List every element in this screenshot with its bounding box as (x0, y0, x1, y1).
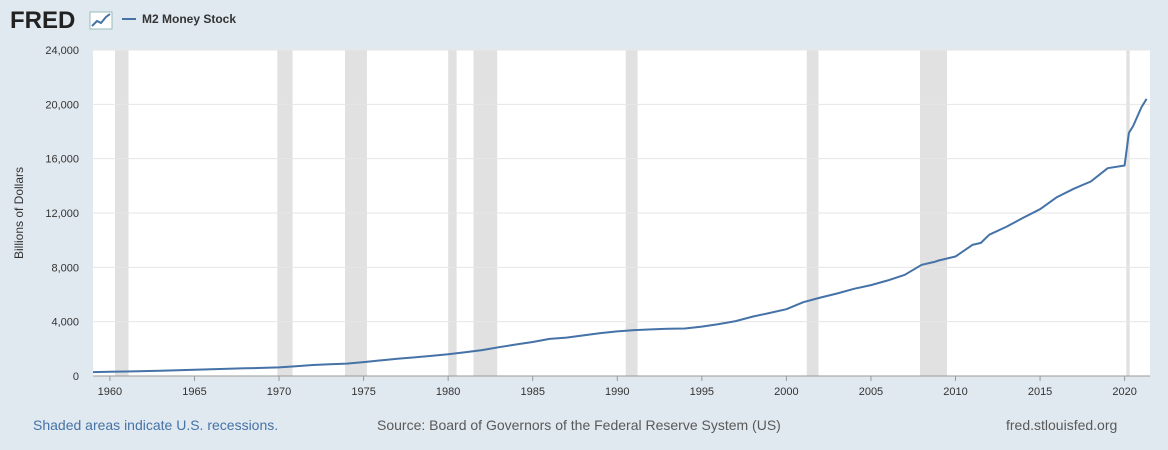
x-tick-label: 2000 (774, 386, 798, 398)
y-axis-title: Billions of Dollars (12, 167, 26, 259)
trend-graph-icon (89, 11, 113, 30)
series-line (92, 98, 1148, 374)
x-tick-label: 1960 (98, 386, 122, 398)
x-tick-label: 1990 (605, 386, 629, 398)
y-tick-label: 20,000 (45, 99, 79, 111)
y-tick-label: 16,000 (45, 154, 79, 166)
line-chart: 0 4,000 8,000 12,000 16,000 20,000 24,000 1960 1… (12, 45, 1150, 398)
chart-legend: M2 Money Stock (122, 12, 236, 26)
x-tick-label: 2005 (859, 386, 883, 398)
site-link[interactable]: fred.stlouisfed.org (1006, 417, 1118, 433)
fred-logo: FRED (10, 7, 113, 34)
fred-logo-text: FRED (10, 7, 75, 34)
x-tick-label: 1970 (267, 386, 291, 398)
legend-line-swatch (122, 18, 136, 20)
y-tick-label: 8,000 (51, 262, 79, 274)
x-tick-label: 1965 (182, 386, 206, 398)
x-tick-label: 2010 (943, 386, 967, 398)
x-tick-label: 1975 (351, 386, 375, 398)
x-tick-label: 1995 (690, 386, 714, 398)
x-tick-label: 1980 (436, 386, 460, 398)
legend-label: M2 Money Stock (142, 12, 237, 26)
source-note: Source: Board of Governors of the Federa… (377, 417, 781, 433)
y-tick-label: 12,000 (45, 208, 79, 220)
x-tick-label: 2020 (1112, 386, 1136, 398)
y-tick-label: 0 (73, 371, 79, 383)
x-tick-label: 1985 (520, 386, 544, 398)
y-tick-label: 4,000 (51, 317, 79, 329)
y-tick-label: 24,000 (45, 45, 79, 57)
recessions-note: Shaded areas indicate U.S. recessions. (33, 417, 279, 433)
x-tick-label: 2015 (1028, 386, 1052, 398)
